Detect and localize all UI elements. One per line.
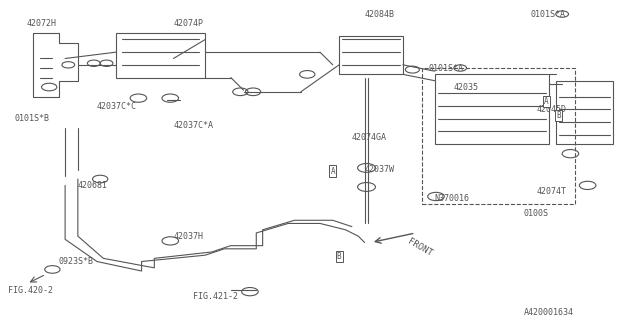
Text: 42074GA: 42074GA [352, 133, 387, 142]
Text: 42068I: 42068I [78, 181, 108, 190]
Text: 42084B: 42084B [365, 10, 395, 19]
Text: 0100S: 0100S [524, 209, 549, 219]
Text: FIG.420-2: FIG.420-2 [8, 285, 52, 295]
Text: 42074P: 42074P [173, 19, 204, 28]
Text: 0101S*A: 0101S*A [531, 10, 565, 19]
Text: 42045D: 42045D [537, 105, 566, 114]
Bar [422, 68, 575, 204]
Text: A: A [544, 97, 548, 106]
Text: 42074T: 42074T [537, 187, 566, 196]
Text: A: A [330, 167, 335, 176]
Text: FRONT: FRONT [406, 236, 434, 258]
Text: 42035: 42035 [454, 83, 479, 92]
Bar [116, 33, 205, 77]
Text: FIG.421-2: FIG.421-2 [193, 292, 237, 301]
Text: 42072H: 42072H [27, 19, 57, 28]
Bar [339, 36, 403, 74]
Text: 0923S*B: 0923S*B [59, 257, 93, 266]
Bar [435, 74, 549, 144]
Text: 0101S*B: 0101S*B [14, 114, 49, 123]
Text: 42037C*C: 42037C*C [97, 101, 137, 111]
Text: 42037W: 42037W [365, 165, 395, 174]
Text: A420001634: A420001634 [524, 308, 574, 317]
Bar [556, 81, 613, 144]
Text: B: B [557, 111, 561, 120]
Text: 0101S*A: 0101S*A [428, 63, 463, 73]
Text: 42037H: 42037H [173, 232, 204, 241]
Text: 42037C*A: 42037C*A [173, 121, 213, 130]
Text: B: B [337, 252, 341, 261]
Text: N370016: N370016 [435, 194, 470, 203]
